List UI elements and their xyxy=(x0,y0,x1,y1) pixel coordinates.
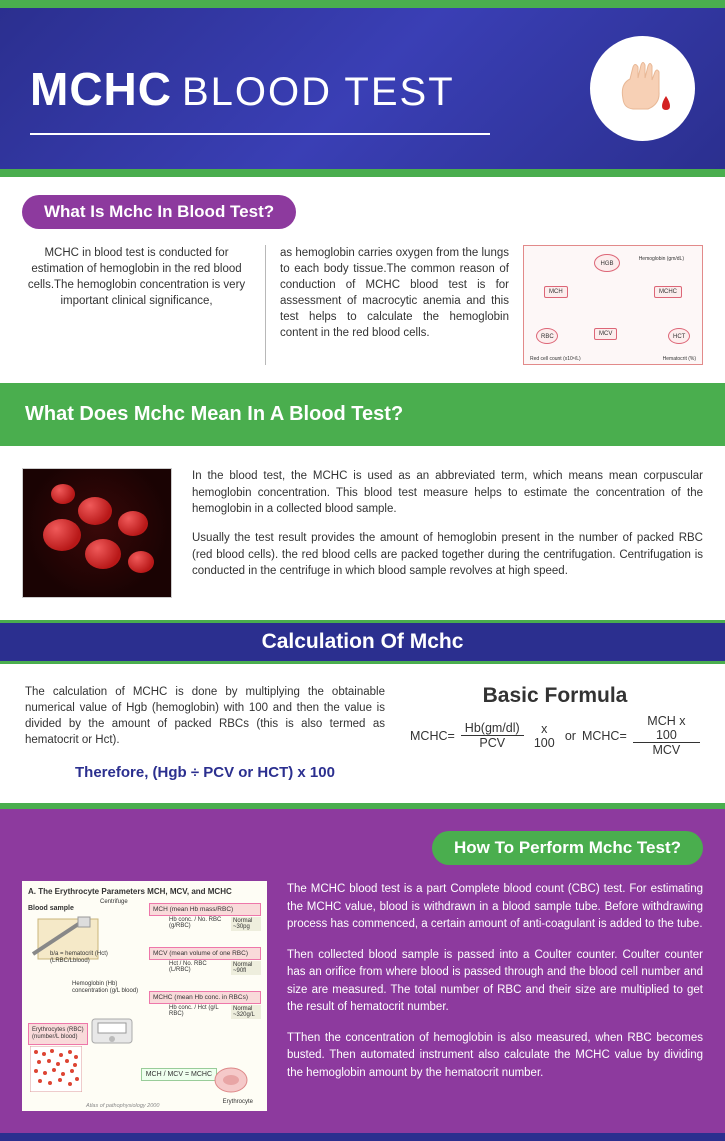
calc-formula-text: Therefore, (Hgb ÷ PCV or HCT) x 100 xyxy=(25,762,385,783)
meaning-para2: Usually the test result provides the amo… xyxy=(192,530,703,580)
meter-icon xyxy=(88,1011,136,1047)
f2-prefix: MCHC= xyxy=(582,729,627,743)
diag-label-top: Hemoglobin (gm/dL) xyxy=(639,256,684,262)
f1-top: Hb(gm/dl) xyxy=(461,721,524,736)
lbl-mchc-norm: Normal ~320g/L xyxy=(231,1005,261,1019)
diag-title: A. The Erythrocyte Parameters MCH, MCV, … xyxy=(28,887,261,896)
meaning-para1: In the blood test, the MCHC is used as a… xyxy=(192,468,703,518)
diag-rbc: RBC xyxy=(536,328,558,344)
lbl-hb: Hemoglobin (Hb) concentration (g/L blood… xyxy=(72,981,142,994)
f1-prefix: MCHC= xyxy=(410,729,455,743)
title-underline xyxy=(30,133,490,135)
lbl-mchc-calc: Hb conc. / Hct (g/L RBC) xyxy=(169,1005,229,1017)
heading-what-does-mean: What Does Mchc Mean In A Blood Test? xyxy=(0,383,725,446)
calc-para: The calculation of MCHC is done by multi… xyxy=(25,684,385,748)
section-how-to: How To Perform Mchc Test? A. The Erythro… xyxy=(0,803,725,1141)
f1-frac: Hb(gm/dl) PCV xyxy=(461,721,524,750)
lbl-mcv-calc: Hct / No. RBC (L/RBC) xyxy=(169,961,229,973)
how-to-para1: The MCHC blood test is a part Complete b… xyxy=(287,881,703,933)
lbl-mchc: MCHC (mean Hb conc. in RBCs) xyxy=(149,991,261,1004)
calc-left: The calculation of MCHC is done by multi… xyxy=(25,684,385,783)
diag-hct: HCT xyxy=(668,328,690,344)
f2-frac: MCH x 100 MCV xyxy=(633,714,700,757)
lbl-mch-calc: Hb conc. / No. RBC (g/RBC) xyxy=(169,917,229,929)
col2: as hemoglobin carries oxygen from the lu… xyxy=(280,245,509,365)
how-to-para2: Then collected blood sample is passed in… xyxy=(287,947,703,1016)
how-to-text: The MCHC blood test is a part Complete b… xyxy=(287,881,703,1096)
finger-prick-icon xyxy=(590,36,695,141)
lbl-mcv: MCV (mean volume of one RBC) xyxy=(149,947,261,960)
heading-how-to: How To Perform Mchc Test? xyxy=(432,831,703,865)
divider xyxy=(265,245,266,365)
basic-formula-line: MCHC= Hb(gm/dl) PCV x 100 or MCHC= MCH x… xyxy=(410,714,700,757)
rbc-image xyxy=(22,468,172,598)
or: or xyxy=(565,729,576,743)
title-bold: MCHC xyxy=(30,62,172,116)
heading-what-is: What Is Mchc In Blood Test? xyxy=(22,195,296,229)
basic-formula-title: Basic Formula xyxy=(410,684,700,708)
how-to-para3: TThen the concentration of hemoglobin is… xyxy=(287,1030,703,1082)
f2-bot: MCV xyxy=(648,743,684,757)
lbl-mch-norm: Normal ~30pg xyxy=(231,917,261,931)
f1-bot: PCV xyxy=(475,736,509,750)
heading-calculation: Calculation Of Mchc xyxy=(0,620,725,664)
f1-suffix: x 100 xyxy=(530,722,559,750)
header-banner: MCHC BLOOD TEST xyxy=(0,0,725,177)
lbl-centrifuge: Centrifuge xyxy=(100,899,128,905)
erythrocyte-icon xyxy=(213,1065,249,1095)
lbl-erythrocyte: Erythrocyte xyxy=(223,1099,253,1105)
diag-label-left: Red cell count (x10⁶/L) xyxy=(530,356,581,362)
header-title: MCHC BLOOD TEST xyxy=(30,62,455,116)
meaning-text: In the blood test, the MCHC is used as a… xyxy=(192,468,703,592)
section-calculation: The calculation of MCHC is done by multi… xyxy=(0,664,725,803)
lbl-hct: b/a = hematocrit (Hct) (LRBC/Lblood) xyxy=(50,951,120,964)
diag-mcv: MCV xyxy=(594,328,617,340)
diag-label-right: Hematocrit (%) xyxy=(663,356,696,362)
relationship-diagram: HGB MCH MCHC RBC MCV HCT Red cell count … xyxy=(523,245,703,365)
f2-top: MCH x 100 xyxy=(633,714,700,743)
calc-right: Basic Formula MCHC= Hb(gm/dl) PCV x 100 … xyxy=(410,684,700,757)
diag-mch: MCH xyxy=(544,286,568,298)
lbl-rbc: Erythrocytes (RBC) (number/L blood) xyxy=(28,1023,88,1044)
procedure-diagram: A. The Erythrocyte Parameters MCH, MCV, … xyxy=(22,881,267,1111)
title-light: BLOOD TEST xyxy=(182,70,455,115)
lbl-relation: MCH / MCV = MCHC xyxy=(141,1068,217,1081)
diag-mchc: MCHC xyxy=(654,286,682,298)
lbl-mcv-norm: Normal ~90fl xyxy=(231,961,261,975)
lbl-mch: MCH (mean Hb mass/RBC) xyxy=(149,903,261,916)
diag-hgb: HGB xyxy=(594,254,620,272)
col1: MCHC in blood test is conducted for esti… xyxy=(22,245,251,365)
section-what-is: What Is Mchc In Blood Test? MCHC in bloo… xyxy=(0,177,725,383)
lbl-footer: Atlas of pathophysiology 2000 xyxy=(86,1103,159,1109)
section-meaning: In the blood test, the MCHC is used as a… xyxy=(0,446,725,620)
rbc-grid-icon xyxy=(30,1046,82,1092)
